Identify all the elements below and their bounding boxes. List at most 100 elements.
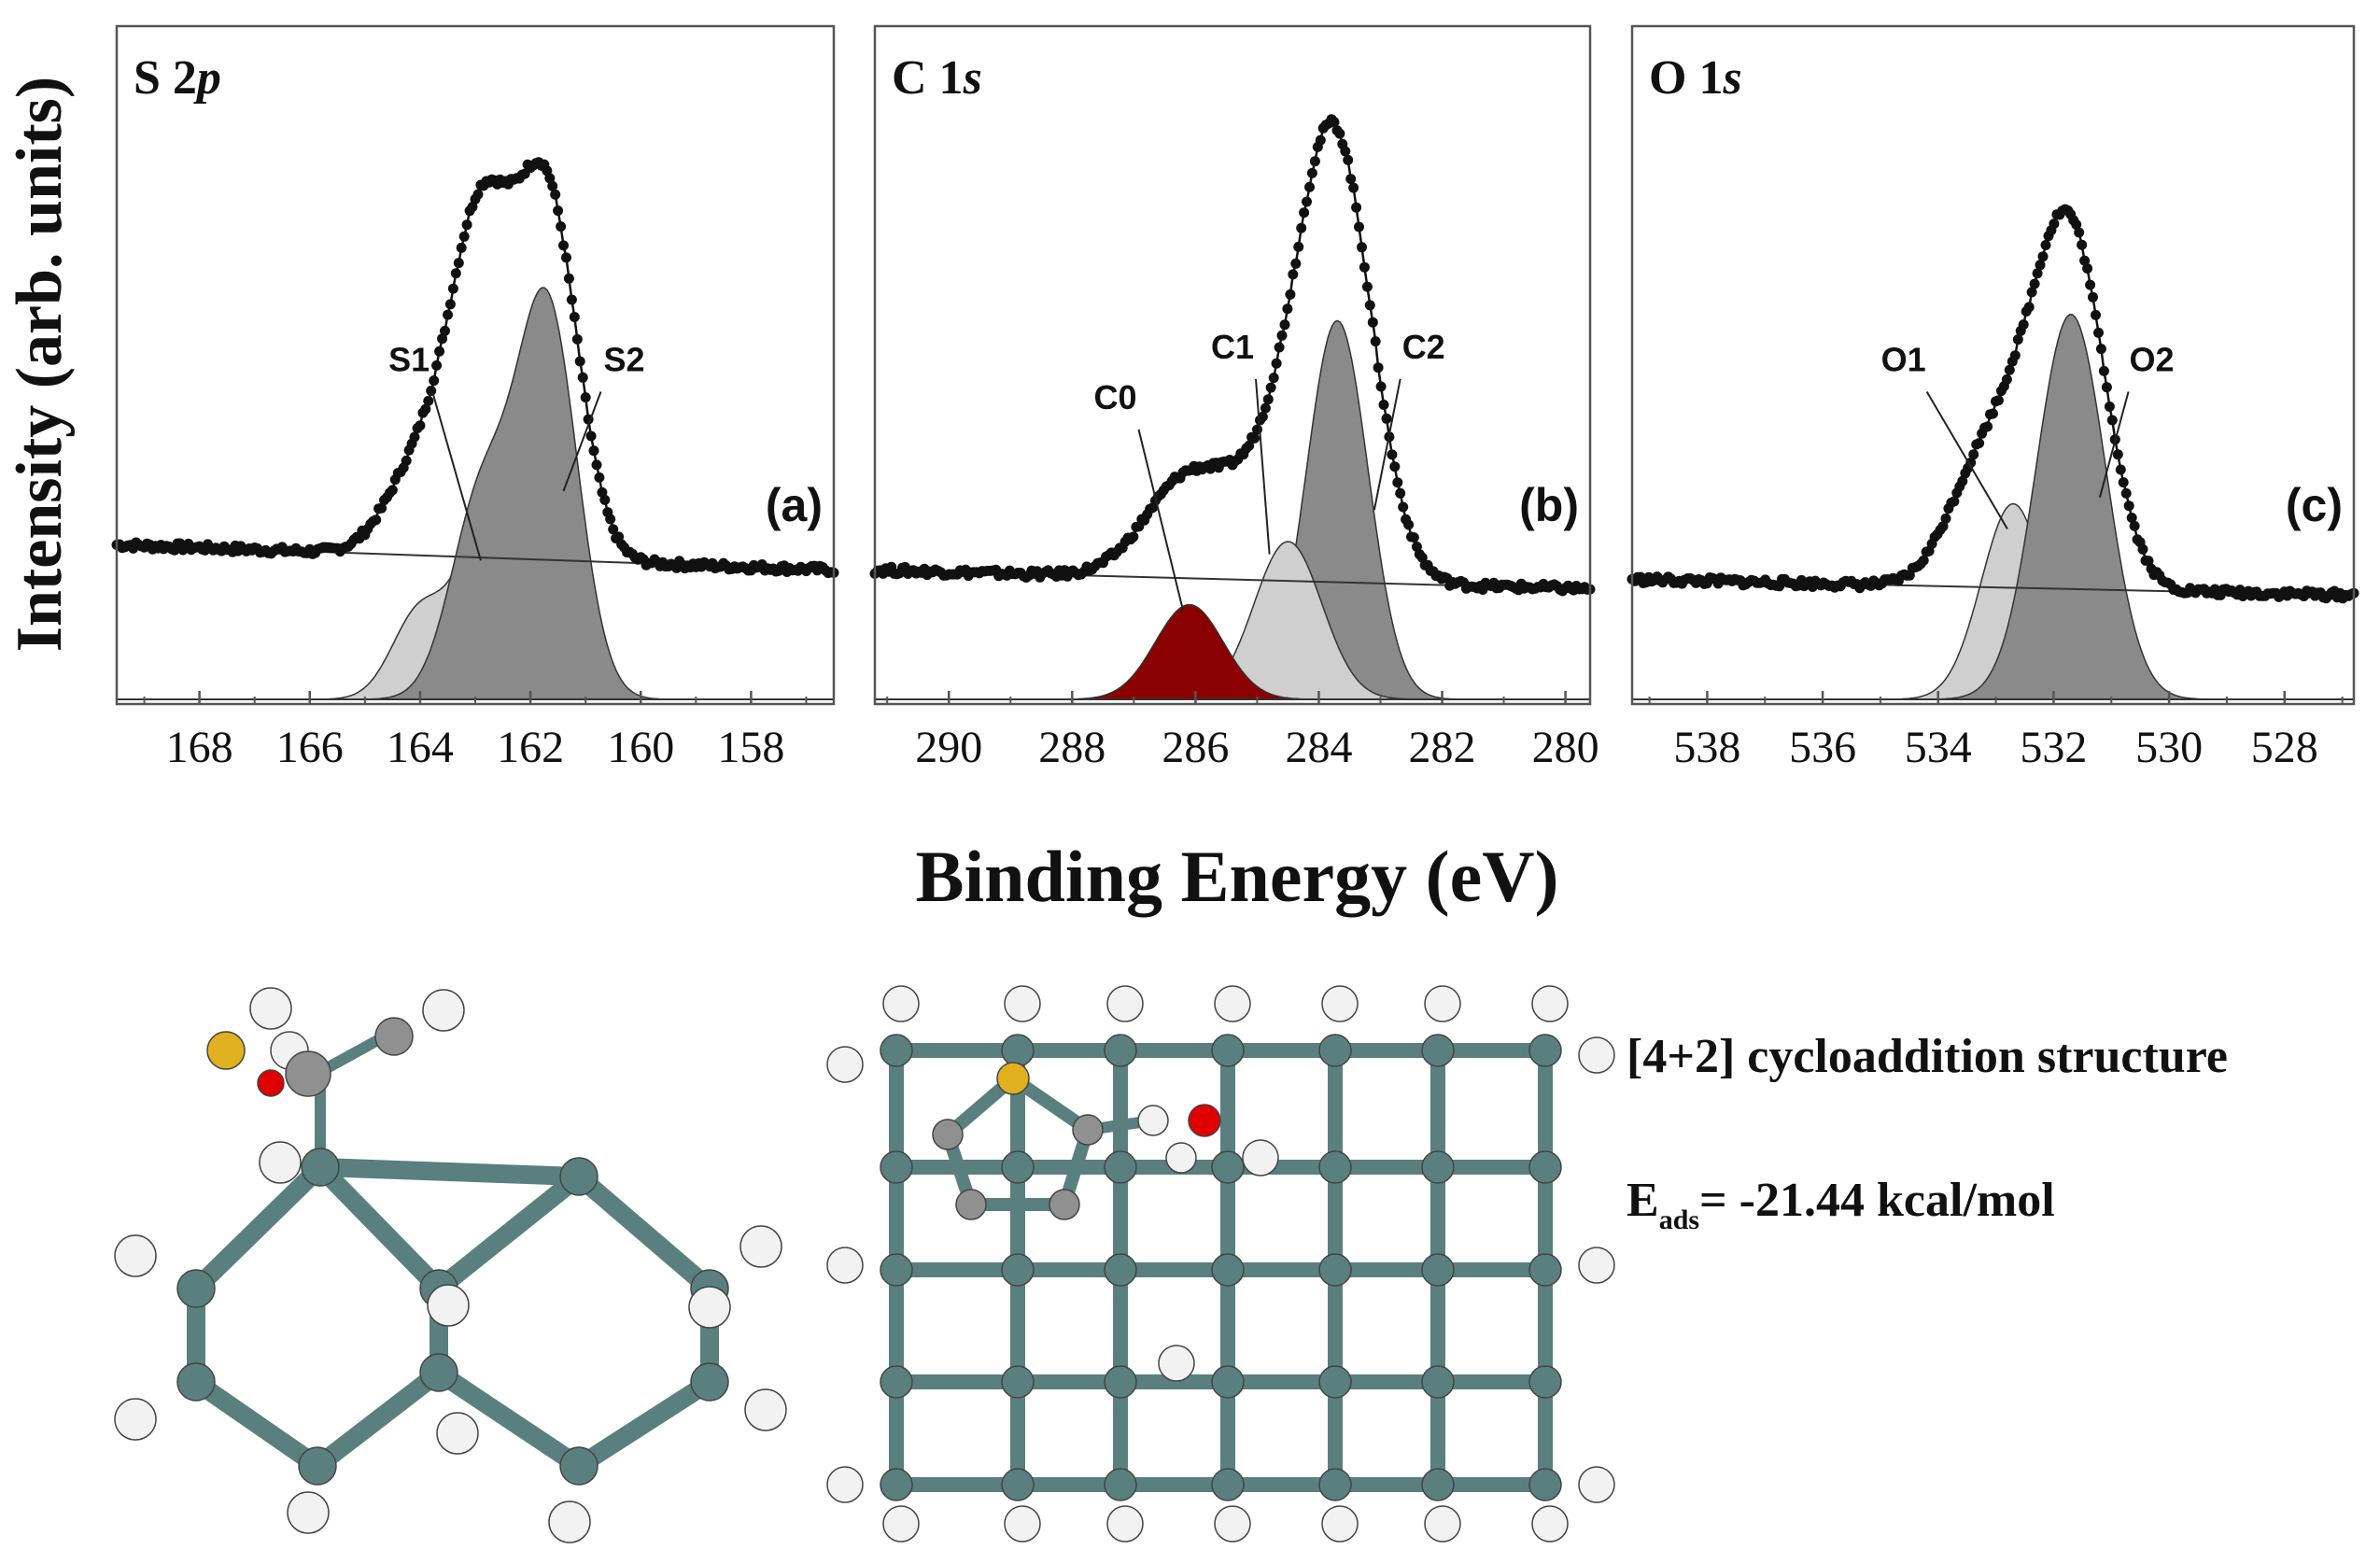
h-atom	[882, 985, 920, 1022]
data-point	[1354, 221, 1364, 232]
data-point	[2085, 279, 2096, 290]
data-point	[434, 345, 445, 357]
plot-frame	[1630, 24, 2356, 706]
data-point	[561, 252, 571, 263]
data-point	[2104, 402, 2115, 412]
data-point	[456, 242, 467, 253]
data-points	[869, 114, 1596, 597]
c-atom	[374, 1017, 414, 1056]
h-atom	[1242, 1139, 1279, 1177]
data-point	[1128, 531, 1139, 542]
data-point	[1381, 413, 1392, 424]
si-atom	[176, 1362, 216, 1402]
data-point	[2037, 251, 2049, 262]
si-atom	[1528, 1034, 1562, 1067]
data-point	[2129, 520, 2140, 531]
data-point	[547, 180, 558, 191]
si-atom	[1001, 1253, 1035, 1287]
data-point	[574, 356, 585, 367]
h-atom	[1578, 1036, 1615, 1074]
panel-tag: (a)	[766, 479, 823, 531]
bond	[308, 1363, 448, 1475]
data-point	[2106, 415, 2118, 426]
panel-tag: (c)	[2286, 479, 2343, 531]
h-atom	[249, 987, 292, 1030]
h-atom	[427, 1284, 470, 1327]
data-point	[2001, 373, 2012, 385]
data-point	[2126, 513, 2137, 523]
data-point	[1988, 408, 1998, 419]
x-tick-label: 162	[497, 723, 564, 772]
data-point	[1296, 222, 1307, 233]
data-point	[588, 445, 599, 457]
si-atom	[1528, 1253, 1562, 1287]
h-atom	[688, 1286, 731, 1329]
si-atom	[880, 1034, 913, 1067]
component-label-o1: O1	[1881, 340, 1926, 378]
si-atom	[880, 1365, 913, 1399]
si-atom	[1211, 1034, 1245, 1067]
data-point	[1293, 241, 1304, 252]
data-point	[2123, 500, 2134, 512]
data-point	[2077, 239, 2088, 250]
data-point	[1378, 400, 1389, 410]
component-label-o2: O2	[2130, 340, 2175, 378]
data-points	[111, 157, 839, 579]
y-axis-label: Intensity (arb. units)	[4, 77, 76, 652]
data-point	[1370, 336, 1381, 347]
h-atom	[1424, 1505, 1461, 1543]
component-label-s2: S2	[603, 340, 644, 378]
data-point	[2074, 227, 2085, 238]
si-atom	[1318, 1365, 1352, 1399]
data-point	[1373, 362, 1384, 373]
si-atom	[690, 1362, 729, 1402]
data-point	[2082, 263, 2093, 274]
data-point	[420, 403, 431, 415]
data-point	[1260, 402, 1271, 414]
data-point	[599, 494, 611, 505]
adsorption-energy: Eads= -21.44 kcal/mol	[1627, 1174, 2055, 1235]
data-point	[2098, 365, 2109, 376]
bond	[187, 1158, 330, 1298]
bond	[311, 1158, 588, 1186]
panel-title: C 1s	[892, 51, 982, 105]
h-atom	[1578, 1247, 1615, 1284]
data-point	[2095, 344, 2106, 355]
data-point	[591, 459, 602, 471]
si-atom	[1318, 1150, 1352, 1184]
data-point	[556, 221, 567, 232]
si-atom	[1104, 1468, 1137, 1501]
x-tick-label: 280	[1532, 723, 1599, 772]
data-point	[2029, 278, 2040, 289]
data-point	[472, 189, 484, 200]
component-label-c0: C0	[1094, 378, 1137, 416]
data-point	[2088, 291, 2098, 303]
data-point	[2120, 487, 2132, 499]
x-tick-label: 160	[607, 723, 674, 772]
h-atom	[826, 1046, 864, 1083]
si-atom	[1001, 1468, 1035, 1501]
h-atom	[422, 989, 465, 1032]
data-point	[1965, 458, 1977, 468]
leader-line-o1	[1925, 390, 2008, 529]
data-point	[461, 219, 472, 231]
si-atom	[1211, 1253, 1245, 1287]
data-point	[453, 258, 464, 269]
energy-symbol: E	[1627, 1174, 1659, 1227]
h-atom	[744, 1388, 787, 1431]
data-point	[447, 283, 458, 294]
data-point	[1364, 300, 1375, 311]
x-tick-label: 528	[2251, 723, 2318, 772]
plot-frame	[873, 24, 1592, 706]
data-point	[1367, 317, 1378, 328]
data-point	[423, 395, 434, 406]
data-point	[1274, 342, 1285, 353]
h-atom	[436, 1412, 479, 1455]
si-atom	[298, 1446, 337, 1486]
x-tick-label: 290	[915, 723, 982, 772]
data-point	[1268, 373, 1279, 384]
data-point	[1968, 449, 1979, 460]
leader-line-c0	[1137, 429, 1185, 612]
component-c2	[875, 319, 1590, 700]
